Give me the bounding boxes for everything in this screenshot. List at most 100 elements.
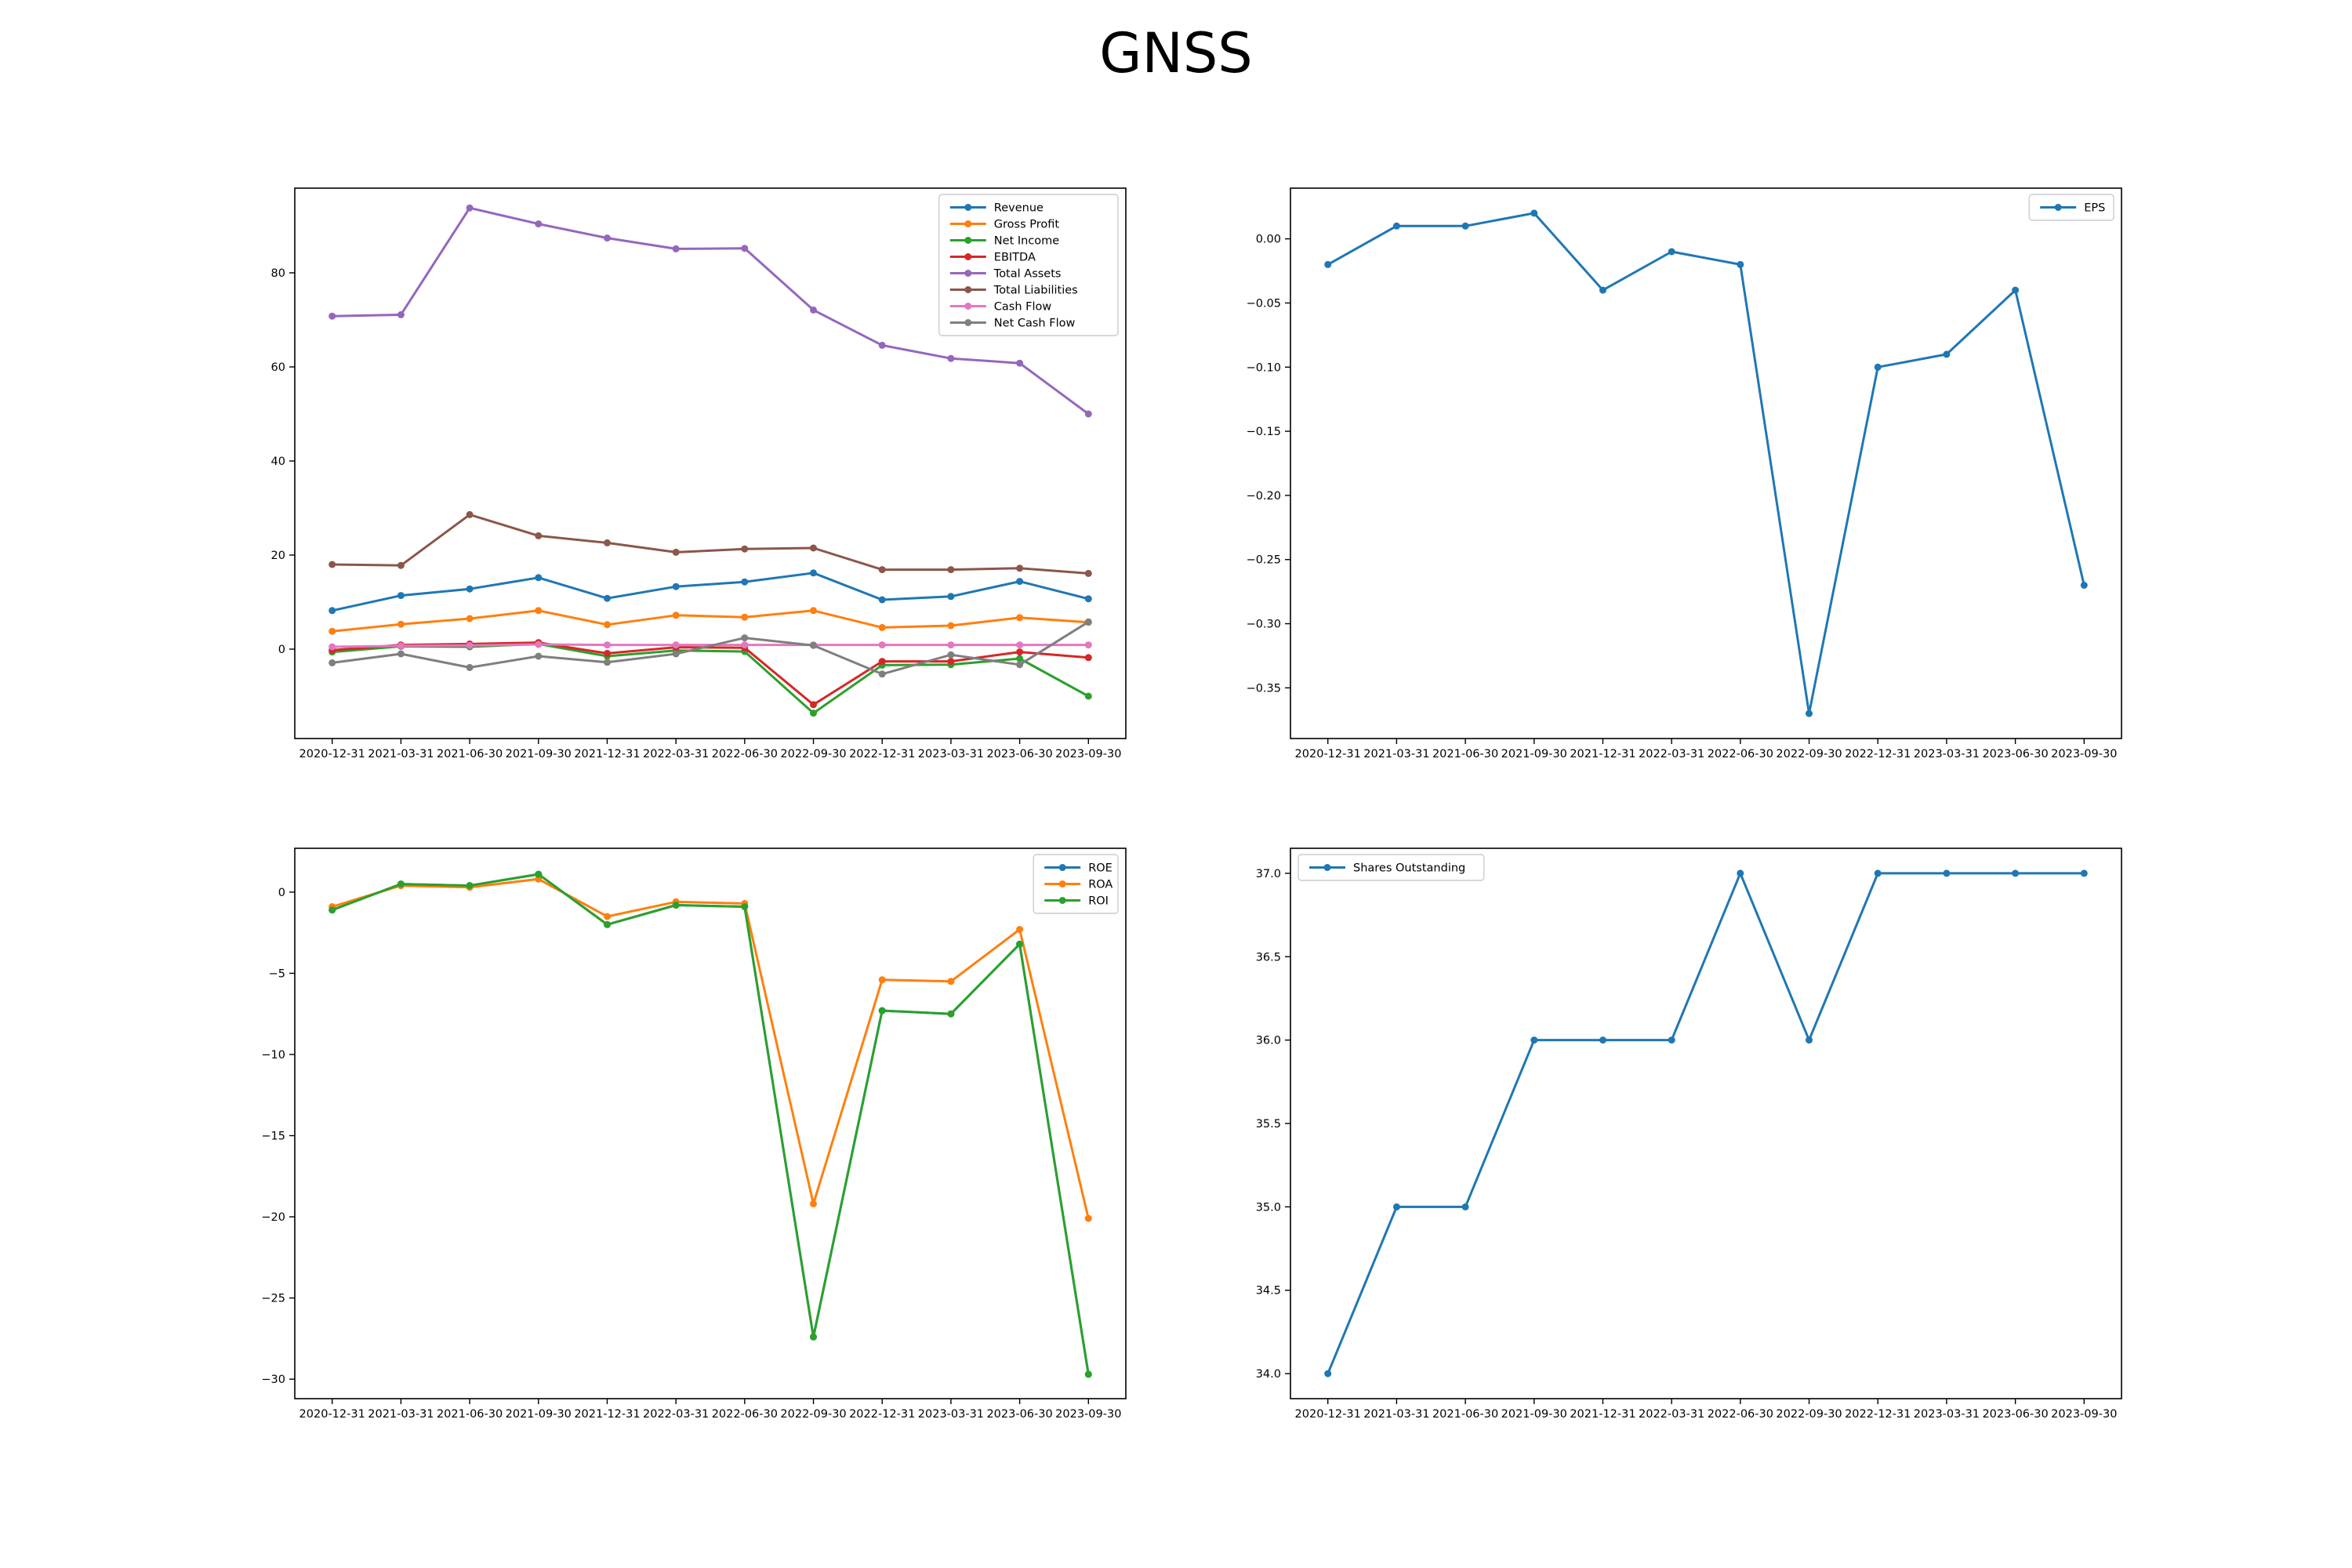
x-tick-label: 2021-03-31 bbox=[368, 1408, 434, 1421]
y-tick-label: 0 bbox=[278, 644, 285, 656]
series-point bbox=[604, 621, 611, 629]
series-point bbox=[397, 880, 405, 888]
series-point bbox=[741, 245, 749, 252]
x-tick-label: 2022-12-31 bbox=[849, 1408, 915, 1421]
y-tick-label: 0.00 bbox=[1256, 234, 1281, 246]
series-point bbox=[810, 701, 817, 709]
legend-swatch-marker bbox=[1058, 880, 1066, 887]
legend-label: Gross Profit bbox=[994, 219, 1060, 231]
series-point bbox=[741, 903, 749, 910]
x-tick-label: 2022-06-30 bbox=[1708, 1408, 1773, 1421]
series-point bbox=[2080, 582, 2088, 589]
series-point bbox=[878, 641, 886, 649]
series-point bbox=[672, 902, 680, 909]
x-tick-label: 2023-09-30 bbox=[2051, 748, 2117, 760]
series-line bbox=[332, 873, 1090, 1375]
x-tick-label: 2023-03-31 bbox=[1914, 748, 1980, 760]
series-point bbox=[1874, 869, 1882, 877]
legend-label: Net Cash Flow bbox=[994, 318, 1076, 330]
series-point bbox=[1084, 410, 1092, 418]
x-tick-label: 2023-06-30 bbox=[1982, 1408, 2048, 1421]
legend-label: ROA bbox=[1088, 879, 1112, 891]
y-tick-label: 36.5 bbox=[1256, 951, 1281, 964]
series-point bbox=[328, 643, 336, 651]
series-point bbox=[1084, 641, 1092, 649]
legend-entry: EBITDA bbox=[949, 252, 1036, 264]
series-point bbox=[672, 641, 680, 649]
series-point bbox=[397, 310, 405, 318]
series-point bbox=[604, 649, 611, 657]
legend-label: Cash Flow bbox=[994, 301, 1052, 314]
legend-label: EBITDA bbox=[994, 252, 1036, 264]
chart-1-series-8 bbox=[328, 618, 1092, 678]
series-point bbox=[604, 641, 611, 649]
x-tick-label: 2021-06-30 bbox=[437, 748, 503, 760]
y-tick-label: −0.10 bbox=[1247, 361, 1281, 374]
x-tick-label: 2021-12-31 bbox=[1570, 1408, 1635, 1421]
series-point bbox=[1016, 926, 1024, 933]
legend-entry: ROI bbox=[1044, 895, 1109, 908]
series-point bbox=[1668, 1036, 1675, 1044]
axes-frame bbox=[1290, 187, 2122, 739]
series-point bbox=[1084, 618, 1092, 626]
x-tick-label: 2022-09-30 bbox=[1776, 748, 1842, 760]
series-point bbox=[2080, 869, 2088, 877]
series-point bbox=[878, 596, 886, 604]
x-tick-label: 2021-06-30 bbox=[1432, 748, 1498, 760]
y-tick-label: 40 bbox=[271, 456, 285, 468]
series-point bbox=[810, 641, 817, 649]
x-tick-label: 2023-09-30 bbox=[2051, 1408, 2117, 1421]
series-point bbox=[2012, 869, 2020, 877]
axes-frame bbox=[294, 187, 1127, 739]
series-line bbox=[332, 877, 1090, 1219]
series-point bbox=[466, 510, 474, 518]
legend-swatch-marker bbox=[964, 270, 972, 277]
legend: EPS bbox=[2028, 194, 2114, 221]
x-tick-label: 2023-06-30 bbox=[1982, 748, 2048, 760]
x-tick-label: 2022-12-31 bbox=[1845, 1408, 1911, 1421]
x-tick-label: 2023-06-30 bbox=[986, 1408, 1052, 1421]
legend-box bbox=[938, 194, 1119, 336]
y-tick-label: 36.0 bbox=[1256, 1035, 1281, 1047]
legend-entry: Cash Flow bbox=[949, 301, 1052, 314]
series-point bbox=[328, 561, 336, 568]
series-point bbox=[878, 341, 886, 349]
series-point bbox=[1737, 260, 1744, 268]
x-tick-label: 2023-09-30 bbox=[1055, 748, 1121, 760]
legend-entry: EPS bbox=[2040, 202, 2105, 215]
y-tick-label: −30 bbox=[261, 1374, 285, 1386]
x-tick-label: 2020-12-31 bbox=[299, 748, 365, 760]
series-point bbox=[1530, 209, 1538, 217]
series-point bbox=[1016, 359, 1024, 367]
legend: Shares Outstanding bbox=[1298, 854, 1485, 881]
series-line bbox=[332, 206, 1090, 416]
series-point bbox=[328, 627, 336, 635]
legend-label: ROE bbox=[1088, 862, 1112, 875]
legend-swatch-marker bbox=[964, 286, 972, 293]
chart-3-series-3 bbox=[328, 870, 1092, 1378]
y-tick-label: 0 bbox=[278, 887, 285, 899]
series-point bbox=[1016, 655, 1024, 662]
x-tick-label: 2021-06-30 bbox=[1432, 1408, 1498, 1421]
series-point bbox=[1016, 648, 1024, 656]
series-point bbox=[672, 612, 680, 619]
series-point bbox=[397, 642, 405, 650]
series-point bbox=[466, 204, 474, 212]
series-point bbox=[878, 1007, 886, 1014]
series-point bbox=[328, 906, 336, 914]
legend: Revenue Gross Profit Net Income EBITDA Total… bbox=[938, 194, 1119, 336]
series-point bbox=[1084, 654, 1092, 662]
series-point bbox=[741, 634, 749, 642]
series-point bbox=[1599, 286, 1606, 294]
series-point bbox=[1016, 614, 1024, 622]
series-point bbox=[535, 875, 543, 883]
y-tick-label: 35.5 bbox=[1256, 1118, 1281, 1131]
series-point bbox=[1392, 1203, 1400, 1210]
series-point bbox=[810, 710, 817, 717]
legend-swatch-marker bbox=[1323, 864, 1331, 871]
series-point bbox=[741, 545, 749, 553]
series-point bbox=[672, 548, 680, 556]
series-point bbox=[1084, 595, 1092, 603]
series-point bbox=[1874, 363, 1882, 371]
